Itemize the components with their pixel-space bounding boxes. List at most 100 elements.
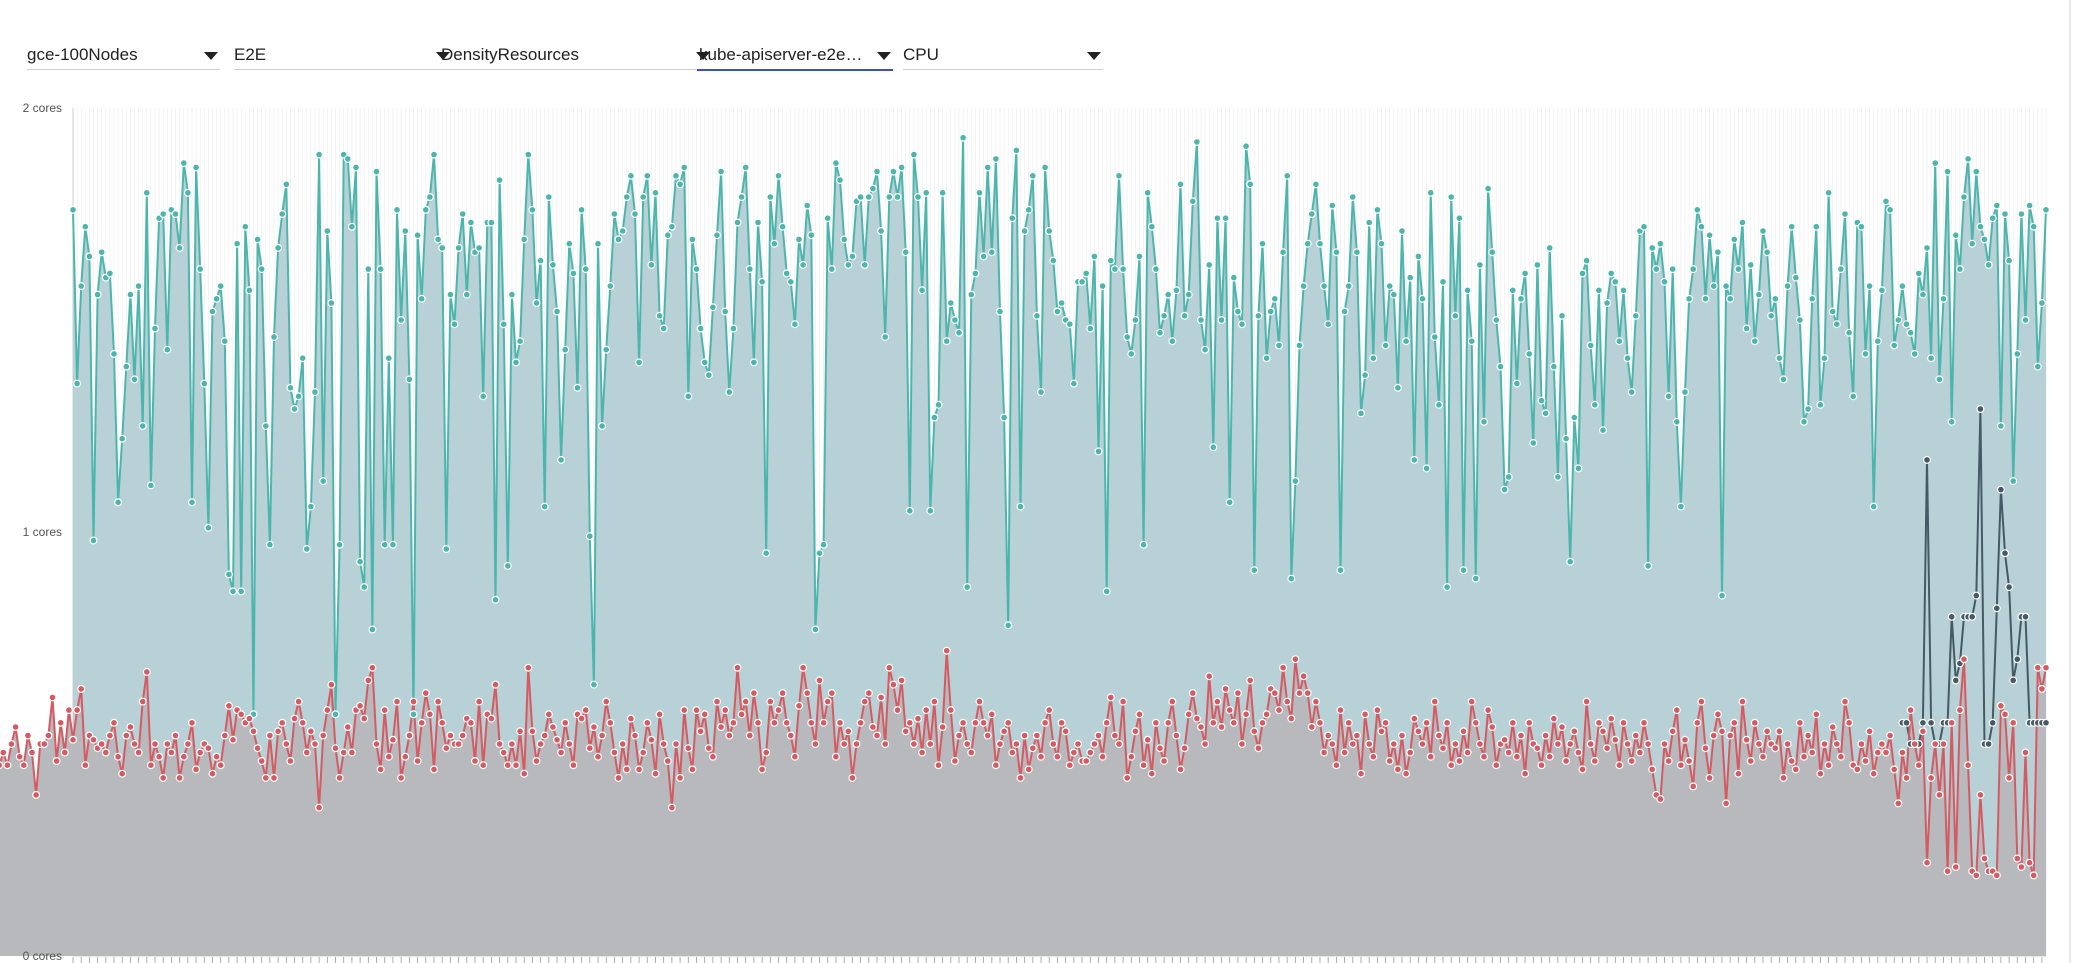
series-top-point[interactable] — [105, 269, 114, 278]
series-mid-point[interactable] — [1927, 718, 1936, 727]
series-top-point[interactable] — [1804, 405, 1813, 414]
series-low-point[interactable] — [1094, 731, 1103, 740]
series-top-point[interactable] — [803, 201, 812, 210]
series-top-point[interactable] — [438, 243, 447, 252]
series-low-point[interactable] — [1639, 718, 1648, 727]
series-low-point[interactable] — [11, 722, 20, 731]
series-low-point[interactable] — [1217, 722, 1226, 731]
series-top-point[interactable] — [856, 192, 865, 201]
series-low-point[interactable] — [1857, 739, 1866, 748]
series-top-point[interactable] — [1172, 286, 1181, 295]
series-top-point[interactable] — [1406, 273, 1415, 282]
series-low-point[interactable] — [64, 706, 73, 715]
series-low-point[interactable] — [905, 718, 914, 727]
series-low-point[interactable] — [1894, 799, 1903, 808]
series-top-point[interactable] — [639, 192, 648, 201]
series-low-point[interactable] — [1680, 735, 1689, 744]
series-low-point[interactable] — [1713, 710, 1722, 719]
series-top-point[interactable] — [1586, 341, 1595, 350]
series-low-point[interactable] — [1557, 722, 1566, 731]
series-top-point[interactable] — [183, 188, 192, 197]
series-low-point[interactable] — [393, 697, 402, 706]
series-low-point[interactable] — [585, 744, 594, 753]
series-top-point[interactable] — [1303, 239, 1312, 248]
series-top-point[interactable] — [265, 540, 274, 549]
series-low-point[interactable] — [134, 748, 143, 757]
series-low-point[interactable] — [1771, 744, 1780, 753]
series-low-point[interactable] — [893, 706, 902, 715]
series-top-point[interactable] — [2037, 299, 2046, 308]
series-low-point[interactable] — [122, 731, 131, 740]
series-top-point[interactable] — [602, 345, 611, 354]
series-low-point[interactable] — [1090, 739, 1099, 748]
series-low-point[interactable] — [1114, 739, 1123, 748]
series-low-point[interactable] — [819, 718, 828, 727]
series-top-point[interactable] — [1541, 409, 1550, 418]
series-low-point[interactable] — [598, 731, 607, 740]
series-top-point[interactable] — [1008, 214, 1017, 223]
series-top-point[interactable] — [1820, 354, 1829, 363]
series-low-point[interactable] — [1475, 739, 1484, 748]
series-low-point[interactable] — [1488, 722, 1497, 731]
series-low-point[interactable] — [536, 739, 545, 748]
series-low-point[interactable] — [1205, 672, 1214, 681]
series-top-point[interactable] — [877, 227, 886, 236]
series-top-point[interactable] — [73, 379, 82, 388]
series-low-point[interactable] — [1734, 769, 1743, 778]
series-low-point[interactable] — [1332, 761, 1341, 770]
series-top-point[interactable] — [1717, 591, 1726, 600]
series-low-point[interactable] — [1160, 756, 1169, 765]
series-top-point[interactable] — [257, 265, 266, 274]
series-low-point[interactable] — [1447, 761, 1456, 770]
series-low-point[interactable] — [946, 706, 955, 715]
series-top-point[interactable] — [417, 294, 426, 303]
series-low-point[interactable] — [589, 722, 598, 731]
series-low-point[interactable] — [1262, 710, 1271, 719]
series-low-point[interactable] — [360, 714, 369, 723]
series-low-point[interactable] — [1553, 739, 1562, 748]
series-top-point[interactable] — [655, 311, 664, 320]
series-top-point[interactable] — [151, 324, 160, 333]
series-low-point[interactable] — [1139, 761, 1148, 770]
series-top-point[interactable] — [503, 561, 512, 570]
series-top-point[interactable] — [220, 337, 229, 346]
series-low-point[interactable] — [302, 748, 311, 757]
series-top-point[interactable] — [967, 290, 976, 299]
series-top-point[interactable] — [479, 392, 488, 401]
series-low-point[interactable] — [1373, 706, 1382, 715]
series-low-point[interactable] — [807, 718, 816, 727]
series-top-point[interactable] — [1664, 392, 1673, 401]
series-low-point[interactable] — [1143, 735, 1152, 744]
series-low-point[interactable] — [1664, 756, 1673, 765]
series-top-point[interactable] — [1028, 171, 1037, 180]
series-low-point[interactable] — [762, 748, 771, 757]
series-low-point[interactable] — [1972, 871, 1981, 880]
series-top-point[interactable] — [1562, 434, 1571, 443]
series-top-point[interactable] — [1623, 354, 1632, 363]
series-top-point[interactable] — [593, 239, 602, 248]
series-low-point[interactable] — [528, 727, 537, 736]
series-low-point[interactable] — [1943, 867, 1952, 876]
series-low-point[interactable] — [1685, 756, 1694, 765]
series-low-point[interactable] — [704, 744, 713, 753]
series-top-point[interactable] — [192, 163, 201, 172]
series-low-point[interactable] — [511, 761, 520, 770]
series-top-point[interactable] — [753, 218, 762, 227]
series-low-point[interactable] — [1516, 731, 1525, 740]
series-low-point[interactable] — [1996, 701, 2005, 710]
series-top-point[interactable] — [306, 502, 315, 511]
series-top-point[interactable] — [643, 171, 652, 180]
series-top-point[interactable] — [1672, 417, 1681, 426]
series-low-point[interactable] — [1410, 714, 1419, 723]
series-top-point[interactable] — [1090, 252, 1099, 261]
series-low-point[interactable] — [1377, 727, 1386, 736]
series-low-point[interactable] — [438, 718, 447, 727]
series-low-point[interactable] — [2005, 773, 2014, 782]
series-low-point[interactable] — [532, 756, 541, 765]
series-top-point[interactable] — [331, 710, 340, 719]
series-low-point[interactable] — [19, 761, 28, 770]
series-low-point[interactable] — [73, 706, 82, 715]
series-top-point[interactable] — [762, 549, 771, 558]
series-low-point[interactable] — [1574, 748, 1583, 757]
series-low-point[interactable] — [2000, 710, 2009, 719]
